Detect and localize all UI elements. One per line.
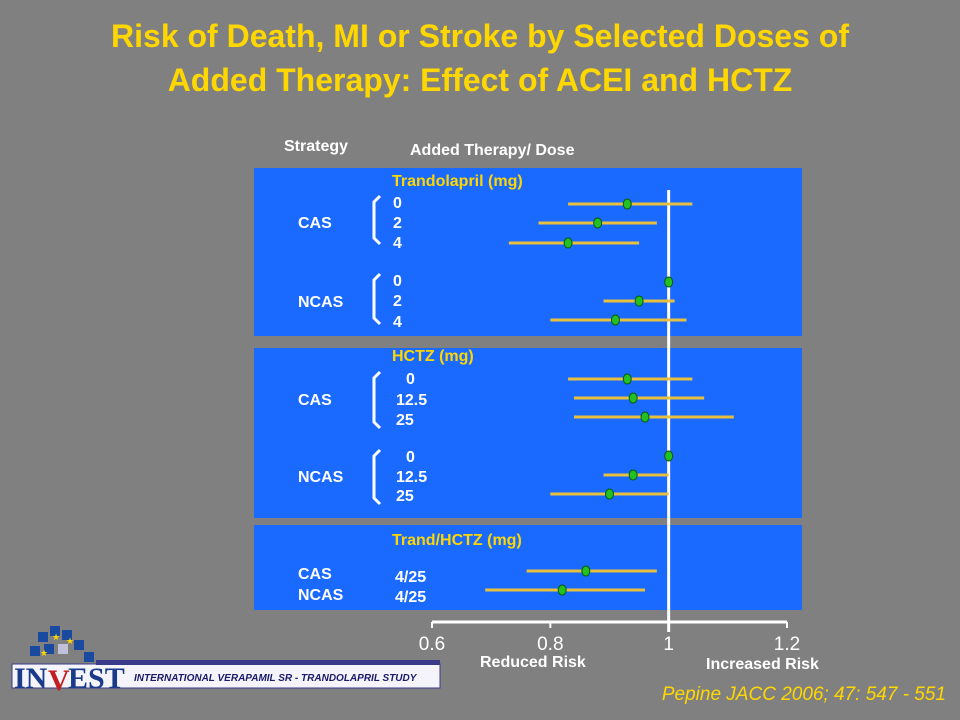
svg-text:★: ★ xyxy=(40,649,48,659)
point-estimate xyxy=(640,411,650,423)
dose-bracket xyxy=(372,272,382,326)
svg-text:★: ★ xyxy=(52,633,60,643)
brackets xyxy=(372,194,382,506)
strategy-label-comb-ncas: NCAS xyxy=(298,587,344,604)
dose-label: 2 xyxy=(393,293,402,310)
dose-label: 4 xyxy=(393,235,402,252)
drug-label-combination: Trand/HCTZ (mg) xyxy=(392,532,522,549)
point-estimate xyxy=(581,565,591,577)
point-estimate xyxy=(664,276,674,288)
increased-risk-label: Increased Risk xyxy=(706,656,819,673)
point-estimate xyxy=(664,450,674,462)
point-estimate xyxy=(563,237,573,249)
dose-label: 2 xyxy=(393,215,402,232)
point-estimate xyxy=(622,373,632,385)
dose-label: 0 xyxy=(393,195,402,212)
chart-marks xyxy=(485,190,734,632)
dose-label: 25 xyxy=(396,488,414,505)
dose-label: 4 xyxy=(393,314,402,331)
point-estimate xyxy=(628,469,638,481)
panel-combination xyxy=(254,525,802,610)
reduced-risk-label: Reduced Risk xyxy=(480,654,586,671)
drug-label-trandolapril: Trandolapril (mg) xyxy=(392,173,523,190)
dose-label: 12.5 xyxy=(396,469,428,486)
logo-mark: IN xyxy=(14,662,48,695)
logo-banner xyxy=(11,663,441,689)
logo-star-grid: ★ ★ ★ xyxy=(30,626,94,662)
dose-label: 0 xyxy=(406,371,415,388)
drug-label-hctz: HCTZ (mg) xyxy=(392,348,474,365)
logo-banner-text: INTERNATIONAL VERAPAMIL SR - TRANDOLAPRI… xyxy=(134,673,418,684)
dose-label: 4/25 xyxy=(395,569,427,586)
logo-mark-end: EST xyxy=(68,662,125,695)
dose-label: 0 xyxy=(393,273,402,290)
dose-label: 25 xyxy=(396,412,414,429)
page-title: Risk of Death, MI or Stroke by Selected … xyxy=(0,14,960,102)
title-line-1: Risk of Death, MI or Stroke by Selected … xyxy=(111,18,849,54)
strategy-label-comb-cas: CAS xyxy=(298,566,332,583)
panel-trandolapril xyxy=(254,168,802,336)
strategy-label-trand-cas: CAS xyxy=(298,215,332,232)
dose-bracket xyxy=(372,448,382,506)
therapy-header: Added Therapy/ Dose xyxy=(410,142,575,159)
svg-text:★: ★ xyxy=(66,637,74,647)
point-estimate xyxy=(634,295,644,307)
dose-label: 0 xyxy=(406,449,415,466)
citation: Pepine JACC 2006; 47: 547 - 551 xyxy=(661,684,946,705)
title-line-2: Added Therapy: Effect of ACEI and HCTZ xyxy=(167,62,793,98)
x-tick-label: 1 xyxy=(663,634,674,655)
panel-hctz xyxy=(254,348,802,518)
strategy-header: Strategy xyxy=(284,138,349,155)
logo-banner-stripe xyxy=(96,660,440,665)
x-tick-label: 0.8 xyxy=(537,634,563,655)
strategy-label-hctz-cas: CAS xyxy=(298,392,332,409)
x-tick-label: 0.6 xyxy=(419,634,445,655)
dose-bracket xyxy=(372,370,382,430)
invest-logo: ★ ★ ★ IN V EST INTERNATIONAL VERAPAMIL S… xyxy=(11,626,441,697)
dose-label: 12.5 xyxy=(396,392,428,409)
x-tick-label: 1.2 xyxy=(774,634,800,655)
point-estimate xyxy=(557,584,567,596)
point-estimate xyxy=(605,488,614,500)
point-estimate xyxy=(622,198,632,210)
point-estimate xyxy=(610,314,620,326)
dose-label: 4/25 xyxy=(395,589,427,606)
point-estimate xyxy=(593,217,603,229)
dose-bracket xyxy=(372,194,382,246)
point-estimate xyxy=(628,392,638,404)
strategy-label-trand-ncas: NCAS xyxy=(298,294,344,311)
logo-v: V xyxy=(48,664,70,697)
x-axis: 0.6 0.8 1 1.2 xyxy=(419,620,800,655)
strategy-label-hctz-ncas: NCAS xyxy=(298,469,344,486)
